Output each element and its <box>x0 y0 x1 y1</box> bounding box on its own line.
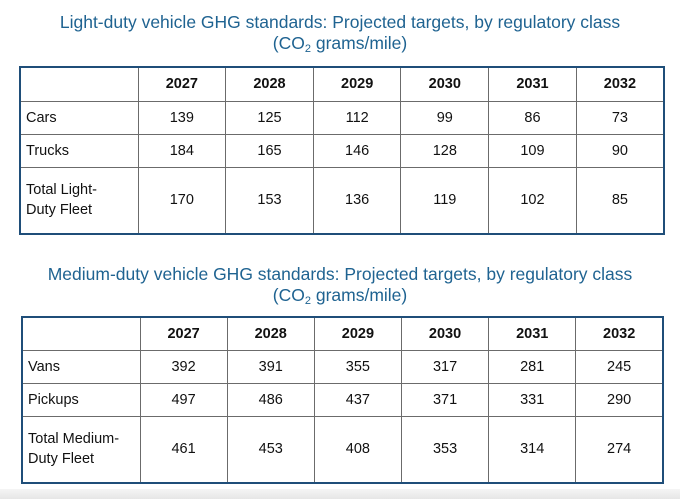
value-cell-2028: 453 <box>226 415 315 484</box>
row-label: Total Light- Duty Fleet <box>19 166 139 235</box>
row-label: Vans <box>21 349 141 384</box>
light-duty-title-unit: (CO2 grams/mile) <box>0 33 680 55</box>
value-cell-2027: 497 <box>139 382 228 417</box>
value-cell-2027: 139 <box>137 100 227 135</box>
unit-close: grams/mile) <box>310 285 408 305</box>
header-cell-2029: 2029 <box>312 66 402 102</box>
value-cell-2028: 125 <box>225 100 314 135</box>
header-cell-2028: 2028 <box>226 316 315 351</box>
header-corner-cell <box>19 66 139 102</box>
value-cell-2029: 146 <box>312 133 402 168</box>
unit-open: (CO <box>272 33 305 53</box>
value-cell-2027: 170 <box>137 166 227 235</box>
table-row: Trucks 184 165 146 128 109 90 <box>19 133 665 168</box>
table-row: Pickups 497 486 437 371 331 290 <box>21 382 664 417</box>
row-label: Trucks <box>19 133 139 168</box>
medium-duty-table: 2027 2028 2029 2030 2031 2032 Vans 392 391 355 317… <box>21 316 664 484</box>
value-cell-2030: 371 <box>400 382 490 417</box>
light-duty-title: Light-duty vehicle GHG standards: Projec… <box>0 12 680 55</box>
header-row: 2027 2028 2029 2030 2031 2032 <box>19 66 665 102</box>
value-cell-2029: 437 <box>313 382 402 417</box>
table-row: Cars 139 125 112 99 86 73 <box>19 100 665 135</box>
unit-sub: 2 <box>304 295 311 307</box>
medium-duty-title: Medium-duty vehicle GHG standards: Proje… <box>0 264 680 307</box>
value-cell-2032: 90 <box>575 133 665 168</box>
header-cell-2030: 2030 <box>400 316 490 351</box>
table-row: Vans 392 391 355 317 281 245 <box>21 349 664 384</box>
header-cell-2032: 2032 <box>575 316 664 351</box>
value-cell-2030: 317 <box>400 349 490 384</box>
value-cell-2028: 391 <box>226 349 315 384</box>
value-cell-2027: 461 <box>139 415 228 484</box>
value-cell-2029: 355 <box>313 349 402 384</box>
value-cell-2032: 245 <box>575 349 664 384</box>
unit-open: (CO <box>272 285 305 305</box>
medium-duty-title-unit: (CO2 grams/mile) <box>0 285 680 307</box>
unit-close: grams/mile) <box>310 33 408 53</box>
value-cell-2030: 128 <box>400 133 490 168</box>
value-cell-2027: 392 <box>139 349 228 384</box>
value-cell-2031: 86 <box>488 100 577 135</box>
value-cell-2029: 136 <box>312 166 402 235</box>
value-cell-2032: 85 <box>575 166 665 235</box>
medium-duty-title-main: Medium-duty vehicle GHG standards: Proje… <box>47 264 633 284</box>
value-cell-2031: 331 <box>488 382 577 417</box>
light-duty-title-main: Light-duty vehicle GHG standards: Projec… <box>59 12 621 32</box>
header-cell-2032: 2032 <box>575 66 665 102</box>
row-label: Cars <box>19 100 139 135</box>
value-cell-2031: 281 <box>488 349 577 384</box>
header-cell-2031: 2031 <box>488 316 577 351</box>
unit-sub: 2 <box>304 43 311 55</box>
header-cell-2031: 2031 <box>488 66 577 102</box>
value-cell-2031: 102 <box>488 166 577 235</box>
row-label: Total Medium- Duty Fleet <box>21 415 141 484</box>
value-cell-2030: 99 <box>400 100 490 135</box>
value-cell-2027: 184 <box>137 133 227 168</box>
bottom-bar <box>0 489 680 499</box>
header-cell-2030: 2030 <box>400 66 490 102</box>
value-cell-2031: 109 <box>488 133 577 168</box>
value-cell-2032: 290 <box>575 382 664 417</box>
value-cell-2032: 274 <box>575 415 664 484</box>
value-cell-2030: 353 <box>400 415 490 484</box>
value-cell-2028: 486 <box>226 382 315 417</box>
value-cell-2032: 73 <box>575 100 665 135</box>
table-row: Total Light- Duty Fleet 170 153 136 119 102 85 <box>19 166 665 235</box>
value-cell-2030: 119 <box>400 166 490 235</box>
header-cell-2028: 2028 <box>225 66 314 102</box>
value-cell-2028: 165 <box>225 133 314 168</box>
table-row: Total Medium- Duty Fleet 461 453 408 353 314 27… <box>21 415 664 484</box>
header-cell-2029: 2029 <box>313 316 402 351</box>
value-cell-2029: 112 <box>312 100 402 135</box>
header-cell-2027: 2027 <box>137 66 227 102</box>
light-duty-table: 2027 2028 2029 2030 2031 2032 Cars 139 125 112 99 8… <box>19 66 665 235</box>
value-cell-2028: 153 <box>225 166 314 235</box>
header-row: 2027 2028 2029 2030 2031 2032 <box>21 316 664 351</box>
value-cell-2029: 408 <box>313 415 402 484</box>
header-cell-2027: 2027 <box>139 316 228 351</box>
value-cell-2031: 314 <box>488 415 577 484</box>
row-label: Pickups <box>21 382 141 417</box>
header-corner-cell <box>21 316 141 351</box>
